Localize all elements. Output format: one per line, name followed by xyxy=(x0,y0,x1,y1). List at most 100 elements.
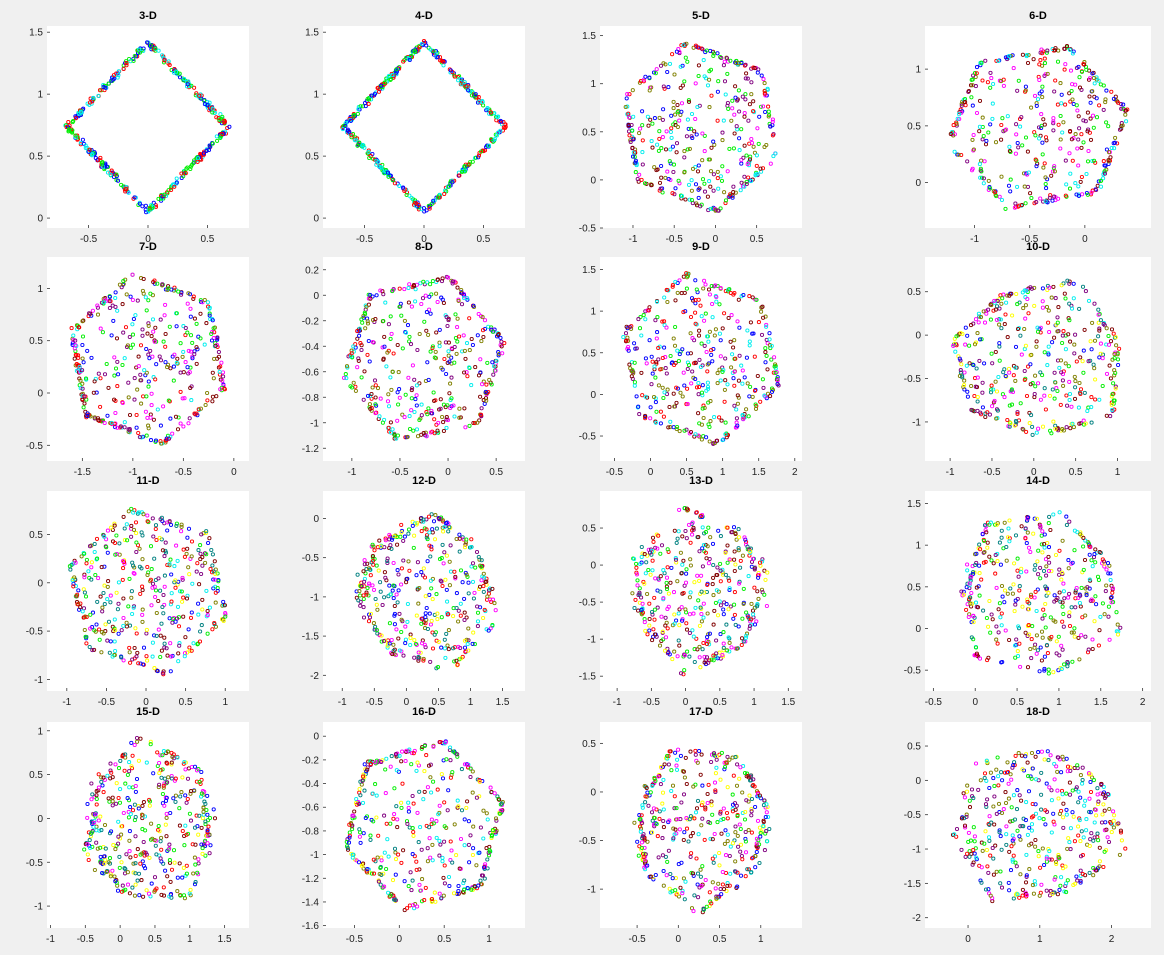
data-point xyxy=(222,120,227,125)
data-point xyxy=(169,187,174,193)
data-point xyxy=(73,116,78,121)
data-point xyxy=(382,80,387,86)
data-point xyxy=(709,145,714,150)
x-tick-label: -0.5 xyxy=(98,697,116,708)
data-point xyxy=(683,55,688,60)
data-point xyxy=(394,67,399,72)
data-point xyxy=(435,54,440,59)
data-point xyxy=(693,81,698,86)
data-point xyxy=(646,123,651,128)
data-point xyxy=(686,126,691,131)
y-tick-label: 0 xyxy=(915,331,921,342)
data-point xyxy=(485,106,490,111)
data-point xyxy=(670,52,675,57)
y-tick-label: -0.6 xyxy=(302,367,320,378)
data-point xyxy=(741,155,746,160)
x-tick-label: 0 xyxy=(231,467,237,478)
data-point xyxy=(663,62,668,67)
data-point xyxy=(462,169,467,174)
data-point xyxy=(351,115,356,120)
data-point xyxy=(682,170,687,175)
data-point xyxy=(98,155,103,160)
x-tick-label: 0 xyxy=(445,467,451,478)
data-point xyxy=(106,81,111,86)
data-point xyxy=(360,142,365,147)
data-point xyxy=(736,88,741,93)
data-point xyxy=(210,110,215,115)
data-point xyxy=(179,171,184,176)
subplot-5-D: 5-D-1 -0.5 0 0.5-0.500.511.5 xyxy=(579,10,802,245)
data-point xyxy=(488,110,493,115)
data-point xyxy=(137,47,142,52)
data-point xyxy=(131,58,136,63)
x-tick-label: 1 xyxy=(222,697,228,708)
data-point xyxy=(207,143,212,148)
data-point xyxy=(715,118,720,123)
data-point xyxy=(448,70,453,75)
x-tick-label: 1 xyxy=(751,697,757,708)
data-point xyxy=(401,59,406,64)
x-tick-label: 0.5 xyxy=(200,234,214,245)
data-point xyxy=(486,143,492,148)
x-tick-label: 0 xyxy=(145,234,151,245)
x-tick-label: -1 xyxy=(62,697,71,708)
x-tick-label: -0.5 xyxy=(366,697,384,708)
subplot-title: 13-D xyxy=(689,475,713,487)
data-point xyxy=(103,85,108,90)
data-point xyxy=(416,207,421,212)
x-tick-label: 0 xyxy=(683,697,689,708)
data-point xyxy=(417,45,422,50)
data-point xyxy=(479,149,484,154)
x-tick-label: -1.5 xyxy=(74,467,92,478)
data-point xyxy=(624,96,629,101)
x-tick-label: 1.5 xyxy=(752,467,766,478)
subplot-title: 14-D xyxy=(1026,475,1050,487)
x-tick-label: -1 xyxy=(338,697,347,708)
data-point xyxy=(770,117,775,122)
data-point xyxy=(218,112,223,117)
data-point xyxy=(757,114,762,119)
data-point xyxy=(682,149,687,154)
data-point xyxy=(747,159,752,164)
data-point xyxy=(669,135,674,140)
data-point xyxy=(470,159,475,164)
y-tick-label: 0 xyxy=(590,175,596,186)
x-tick-label: 2 xyxy=(1140,697,1146,708)
subplot-10-D: 10-D-1 -0.5 0 0.5 1-1-0.500.5 xyxy=(904,241,1151,478)
data-point xyxy=(366,101,371,106)
subplot-8-D: 8-D-1 -0.5 0 0.5-1.2-1-0.8-0.6-0.4-0.200.2 xyxy=(302,241,525,478)
data-point xyxy=(96,93,101,98)
y-tick-label: -0.2 xyxy=(302,316,320,327)
data-point xyxy=(181,174,186,179)
data-point xyxy=(174,176,179,181)
x-tick-label: 1.5 xyxy=(496,697,510,708)
data-point xyxy=(90,152,95,157)
data-point xyxy=(739,161,744,166)
data-point xyxy=(386,173,391,178)
data-point xyxy=(630,88,635,93)
data-point xyxy=(166,59,171,64)
data-point xyxy=(210,106,215,111)
subplot-title: 8-D xyxy=(415,241,433,253)
x-tick-label: 1.5 xyxy=(781,697,795,708)
x-tick-label: 0.5 xyxy=(713,697,727,708)
data-point xyxy=(66,119,71,125)
y-tick-label: 0.2 xyxy=(305,265,319,276)
subplot-title: 6-D xyxy=(1029,10,1047,22)
x-tick-label: -1 xyxy=(970,234,979,245)
x-tick-label: 0.5 xyxy=(1010,697,1024,708)
data-point xyxy=(748,178,753,183)
data-point xyxy=(768,161,773,166)
data-point xyxy=(207,100,212,105)
data-point xyxy=(744,71,749,76)
subplot-9-D: 9-D-0.5 0 0.5 1 1.5 2-0.500.511.5 xyxy=(579,241,802,478)
data-point xyxy=(108,172,113,177)
data-point xyxy=(469,93,474,98)
data-point xyxy=(692,129,697,134)
data-point xyxy=(403,187,408,192)
data-point xyxy=(771,154,776,159)
data-point xyxy=(369,93,374,98)
data-point xyxy=(720,164,725,169)
data-point xyxy=(702,133,707,138)
data-point xyxy=(189,83,194,88)
